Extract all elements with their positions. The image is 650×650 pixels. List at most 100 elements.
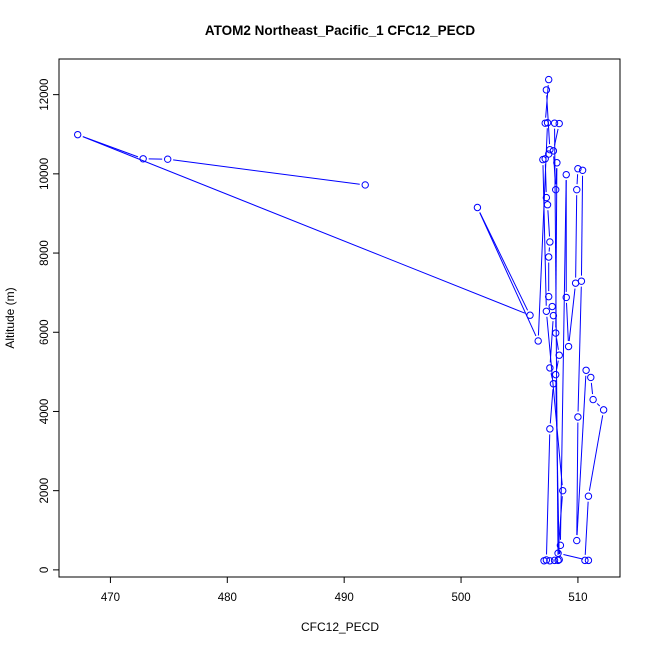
data-point [542,193,551,202]
data-point [549,147,558,155]
data-point [550,119,559,127]
y-tick-label: 12000 [39,79,51,111]
chart-title: ATOM2 Northeast_Pacific_1 CFC12_PECD [205,23,476,38]
series-segment [537,128,548,336]
data-point [546,238,554,246]
data-point [546,364,554,372]
y-tick-label: 2000 [39,478,51,504]
data-point [163,155,172,163]
data-point [542,307,551,315]
series-segment [568,288,576,342]
series-segment [173,159,360,185]
y-tick-label: 10000 [39,158,51,190]
data-point [552,185,560,194]
series-segment [576,422,579,536]
x-tick-label: 480 [218,592,237,604]
data-point [554,556,562,565]
y-axis-label: Altitude (m) [3,287,17,348]
y-tick-label: 4000 [39,399,51,425]
data-point [584,556,593,565]
data-point [545,292,553,301]
data-point [589,395,597,404]
x-tick-label: 500 [451,592,470,604]
data-point [542,86,551,94]
data-point [559,486,567,495]
data-point [599,406,608,414]
data-point [562,170,570,179]
data-point [556,541,565,550]
data-point [139,155,147,163]
series-segment [542,165,547,306]
data-point [574,164,582,173]
series-segment [479,212,529,311]
data-point [543,201,552,209]
data-point [548,302,556,311]
series-segment [555,168,558,328]
series-segment [576,375,587,536]
data-point [564,342,573,351]
series-segment [555,380,560,555]
series-segment [549,389,554,424]
data-point [552,329,560,337]
data-point [562,293,570,302]
y-axis: 0 2000 4000 6000 8000 10000 12000 [39,79,60,573]
series-segment [557,496,563,548]
data-point [546,145,554,154]
data-point [555,119,563,128]
data-point [545,253,553,261]
series-segment [554,128,559,146]
data-point [526,311,534,319]
series-segment [559,180,567,540]
x-tick-label: 490 [335,592,354,604]
data-point [552,370,560,379]
data-point [74,130,82,139]
data-point [473,203,482,212]
data-point [553,159,561,167]
y-tick-label: 0 [39,567,51,573]
data-point [546,425,554,433]
series-segment [563,554,584,560]
data-point [584,492,593,500]
data-point [546,557,554,565]
x-tick-label: 510 [568,592,587,604]
series-segment [82,136,526,314]
data-point [534,337,542,345]
plot-frame [58,58,621,578]
series-segment [584,501,589,555]
x-axis-label: CFC12_PECD [301,620,379,634]
data-point [549,380,558,388]
data-point [582,366,590,374]
data-point [549,311,558,320]
data-point [539,155,547,164]
series-segment [547,210,551,237]
series-segment [556,338,559,350]
data-point [573,536,581,545]
data-point [581,556,589,565]
series-segment [546,434,551,555]
data-point [545,75,553,84]
series-segment [596,403,601,407]
series-segment [544,164,547,193]
data-point [541,119,549,127]
series-segment [546,316,563,486]
x-axis: 470 480 490 500 510 [101,576,588,604]
series-segment [580,175,584,276]
y-tick-label: 8000 [39,240,51,266]
data-point [574,413,582,421]
series-segment [577,286,582,412]
data-point [587,373,595,382]
data-point [578,166,587,174]
series-segment [576,174,579,185]
data-point [540,557,548,565]
series-segment [556,360,559,370]
series-lines [82,85,604,560]
data-point [555,351,563,359]
series-segment [565,302,569,342]
x-tick-label: 470 [101,592,120,604]
series-points [74,75,608,565]
data-point [573,185,581,194]
data-point [554,549,562,557]
data-point [550,556,559,565]
y-tick-label: 6000 [39,319,51,345]
